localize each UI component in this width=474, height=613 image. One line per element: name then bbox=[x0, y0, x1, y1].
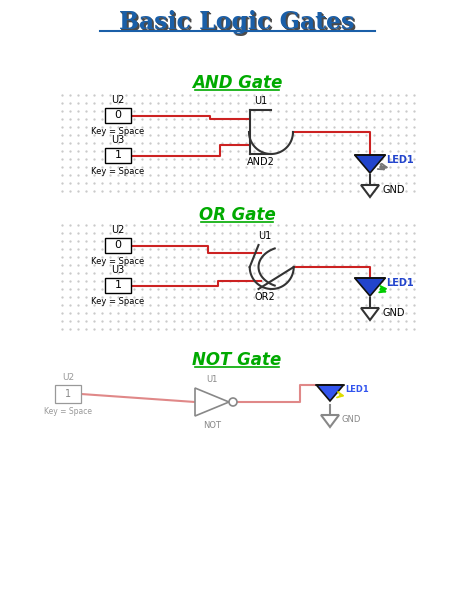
Text: 1: 1 bbox=[115, 151, 121, 161]
Text: Key = Space: Key = Space bbox=[91, 256, 145, 265]
Polygon shape bbox=[317, 385, 344, 401]
Circle shape bbox=[229, 398, 237, 406]
Text: U3: U3 bbox=[111, 265, 125, 275]
Text: U3: U3 bbox=[111, 135, 125, 145]
Polygon shape bbox=[361, 308, 379, 320]
Text: 1: 1 bbox=[115, 281, 121, 291]
Text: Key = Space: Key = Space bbox=[91, 167, 145, 175]
Text: Key = Space: Key = Space bbox=[91, 297, 145, 305]
Text: Basic Logic Gates: Basic Logic Gates bbox=[121, 12, 357, 36]
Text: LED1: LED1 bbox=[345, 386, 369, 395]
Text: GND: GND bbox=[342, 414, 361, 424]
Text: Key = Space: Key = Space bbox=[44, 408, 92, 416]
Text: AND2: AND2 bbox=[246, 157, 274, 167]
Text: 0: 0 bbox=[115, 110, 121, 121]
Text: NOT: NOT bbox=[203, 421, 221, 430]
Text: U1: U1 bbox=[206, 376, 218, 384]
Text: Key = Space: Key = Space bbox=[91, 126, 145, 135]
Text: NOT Gate: NOT Gate bbox=[192, 351, 282, 369]
Text: GND: GND bbox=[383, 185, 405, 195]
Text: U1: U1 bbox=[258, 231, 271, 241]
Polygon shape bbox=[195, 388, 229, 416]
Text: 0: 0 bbox=[115, 240, 121, 251]
FancyBboxPatch shape bbox=[105, 148, 131, 163]
Text: LED1: LED1 bbox=[386, 155, 414, 165]
Text: Basic Logic Gates: Basic Logic Gates bbox=[120, 11, 356, 35]
Text: AND Gate: AND Gate bbox=[192, 74, 282, 92]
Text: Basic Logic Gates: Basic Logic Gates bbox=[119, 10, 355, 34]
FancyBboxPatch shape bbox=[105, 278, 131, 293]
Text: 1: 1 bbox=[65, 389, 71, 399]
Text: GND: GND bbox=[383, 308, 405, 318]
Text: U2: U2 bbox=[111, 225, 125, 235]
Polygon shape bbox=[355, 278, 385, 296]
Text: U2: U2 bbox=[111, 95, 125, 105]
Text: LED1: LED1 bbox=[386, 278, 414, 288]
Text: OR2: OR2 bbox=[255, 292, 275, 302]
Text: U2: U2 bbox=[62, 373, 74, 381]
Polygon shape bbox=[355, 155, 385, 173]
FancyBboxPatch shape bbox=[55, 385, 81, 403]
Polygon shape bbox=[321, 415, 339, 427]
Polygon shape bbox=[361, 185, 379, 197]
FancyBboxPatch shape bbox=[105, 238, 131, 253]
FancyBboxPatch shape bbox=[105, 108, 131, 123]
Text: OR Gate: OR Gate bbox=[199, 206, 275, 224]
Text: U1: U1 bbox=[254, 96, 267, 106]
